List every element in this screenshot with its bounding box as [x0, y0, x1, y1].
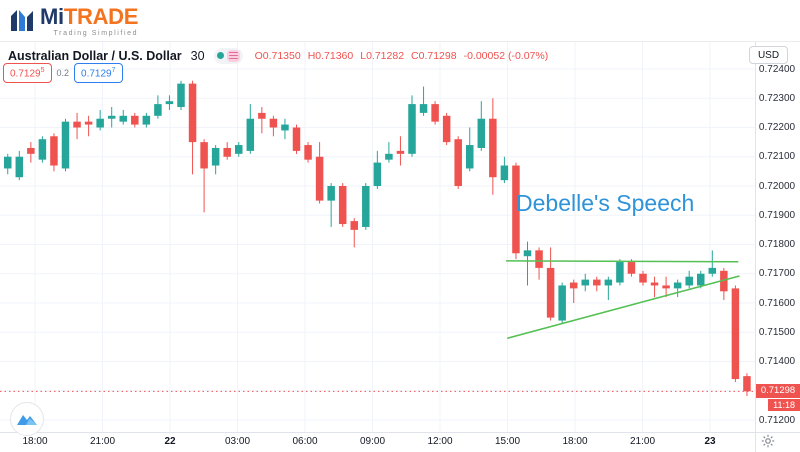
brand-logo[interactable]: MiTRADE Trading Simplified — [9, 6, 138, 37]
symbol-header: Australian Dollar / U.S. Dollar 30 O0.71… — [8, 47, 548, 64]
gear-icon — [761, 434, 775, 448]
brand-name: MiTRADE — [40, 6, 138, 28]
candle-countdown-tag: 11:18 — [768, 399, 800, 411]
time-axis-separator — [0, 432, 800, 433]
price-axis-label: 0.71500 — [758, 326, 796, 338]
brand-name-trade: TRADE — [63, 4, 139, 29]
last-price-tag: 0.71298 — [756, 384, 800, 398]
brand-logo-icon — [11, 10, 33, 31]
buy-price-value: 0.7129 — [81, 68, 112, 80]
spread-label: 0.2 — [56, 68, 70, 79]
price-axis-label: 0.71700 — [758, 268, 796, 280]
brand-name-mi: Mi — [40, 4, 64, 29]
ohlc-low: L0.71282 — [360, 49, 405, 62]
ohlc-high: H0.71360 — [307, 49, 354, 62]
brand-watermark-button[interactable] — [10, 402, 44, 436]
price-axis-label: 0.71800 — [758, 239, 796, 250]
quote-bar: 0.71295 0.2 0.71297 — [3, 63, 123, 84]
ohlc-change: -0.00052 (-0.07%) — [463, 49, 549, 62]
chart-area: Debelle's Speech Australian Dollar / U.S… — [0, 42, 800, 452]
top-bar: MiTRADE Trading Simplified — [0, 0, 800, 42]
buy-price-button[interactable]: 0.71297 — [74, 63, 123, 84]
time-axis-label: 18:00 — [562, 436, 588, 447]
time-axis-label: 23 — [704, 436, 716, 447]
price-axis-label: 0.71600 — [758, 297, 796, 309]
time-axis-label: 22 — [164, 436, 176, 447]
currency-button[interactable]: USD — [749, 46, 788, 64]
candlestick-chart[interactable] — [0, 42, 755, 432]
interval-label[interactable]: 30 — [190, 48, 205, 63]
time-axis-label: 03:00 — [224, 436, 251, 447]
sell-price-button[interactable]: 0.71295 — [3, 63, 52, 84]
time-axis-label: 09:00 — [359, 436, 386, 447]
brand-tagline: Trading Simplified — [53, 30, 139, 37]
time-axis-label: 06:00 — [292, 436, 318, 447]
price-axis-label: 0.71900 — [758, 209, 796, 221]
legend-menu-icon — [226, 49, 240, 62]
legend-status-pill[interactable] — [213, 47, 243, 64]
time-axis-label: 12:00 — [427, 436, 453, 447]
market-open-dot — [216, 52, 224, 59]
price-axis-label: 0.72400 — [758, 63, 796, 75]
sell-price-pip: 5 — [40, 67, 45, 74]
price-axis-label: 0.72300 — [758, 92, 796, 104]
price-axis-label: 0.72000 — [758, 180, 796, 192]
price-axis-label: 0.71200 — [758, 414, 796, 426]
chart-settings-button[interactable] — [760, 434, 776, 450]
price-axis-label: 0.72100 — [758, 151, 796, 163]
price-axis-label: 0.72200 — [758, 122, 796, 133]
sell-price-value: 0.7129 — [10, 68, 41, 80]
chart-annotation: Debelle's Speech — [516, 190, 695, 216]
symbol-title[interactable]: Australian Dollar / U.S. Dollar — [8, 48, 182, 63]
ohlc-close: C0.71298 — [411, 49, 457, 62]
mountain-icon — [17, 415, 37, 425]
buy-price-pip: 7 — [111, 67, 116, 74]
ohlc-readout: O0.71350 H0.71360 L0.71282 C0.71298 -0.0… — [255, 50, 549, 62]
time-axis-label: 21:00 — [629, 436, 656, 447]
price-axis-separator — [755, 42, 756, 452]
time-axis-label: 18:00 — [22, 436, 48, 447]
price-axis-label: 0.71400 — [758, 356, 796, 367]
brand-logo-texts: MiTRADE Trading Simplified — [40, 6, 139, 38]
time-axis-label: 15:00 — [494, 436, 521, 447]
time-axis-label: 21:00 — [89, 436, 116, 447]
ohlc-open: O0.71350 — [254, 49, 301, 62]
